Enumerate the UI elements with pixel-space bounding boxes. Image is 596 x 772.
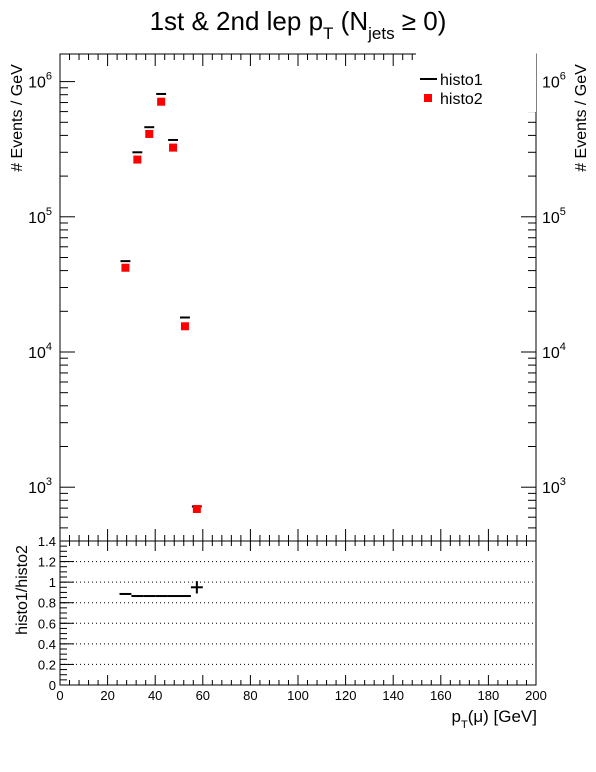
histo2-point (145, 129, 154, 138)
ratio-x-ticks: 0 20 40 60 80 100 120 140 160 180 200 (56, 541, 547, 703)
tick-base: 10 (542, 75, 560, 92)
ratio-x-tick-label: 160 (430, 688, 452, 703)
title-sub2: jets (367, 24, 394, 43)
tick-exponent: 5 (560, 206, 566, 218)
tick-base: 10 (28, 480, 46, 497)
tick-base: 10 (542, 480, 560, 497)
legend-histo2-marker (424, 94, 432, 102)
ratio-y-tick-label: 1.2 (38, 555, 56, 570)
ratio-y-tick-label: 1 (49, 575, 56, 590)
ratio-x-tick-label: 100 (287, 688, 309, 703)
tick-exponent: 5 (46, 206, 52, 218)
legend-histo1-label: histo1 (440, 72, 483, 89)
xlabel-pre: p (451, 707, 460, 726)
main-y-tick-label-right: 104 (542, 341, 566, 362)
series-histo2 (121, 97, 201, 513)
series-histo1 (120, 92, 202, 508)
main-ylabel-left: # Events / GeV (9, 64, 26, 172)
histo2-point (157, 97, 166, 106)
main-x-ticks (59, 54, 537, 541)
ratio-x-tick-label: 200 (525, 688, 547, 703)
xlabel-post: (μ) [GeV] (468, 707, 537, 726)
ratio-panel: 0 0.2 0.4 0.6 0.8 1 1.2 1.4 0 20 40 60 80 100 120 140 1… (14, 534, 547, 731)
ratio-x-tick-label: 180 (478, 688, 500, 703)
ratio-x-tick-label: 20 (100, 688, 114, 703)
chart-title: 1st & 2nd lep pT (Njets ≥ 0) (150, 6, 447, 43)
ratio-x-tick-label: 120 (335, 688, 357, 703)
main-y-tick-label-left: 105 (28, 206, 52, 227)
xlabel-sub: T (461, 719, 468, 731)
ratio-x-tick-label: 40 (148, 688, 162, 703)
tick-base: 10 (542, 210, 560, 227)
tick-exponent: 4 (46, 341, 52, 353)
main-y-tick-label-left: 103 (28, 476, 52, 497)
histo2-point (133, 155, 142, 164)
main-y-tick-label-right: 105 (542, 206, 566, 227)
main-y-tick-label-left: 106 (28, 71, 52, 92)
ratio-grid (60, 540, 536, 665)
legend-histo2-label: histo2 (440, 91, 483, 108)
ratio-ylabel: histo1/histo2 (14, 545, 31, 635)
tick-exponent: 4 (560, 341, 566, 353)
ratio-x-tick-label: 0 (56, 688, 63, 703)
main-frame (59, 53, 537, 542)
ratio-y-tick-label: 0.8 (38, 596, 56, 611)
ratio-y-tick-label: 1.4 (38, 534, 56, 549)
main-y-ticks (60, 81, 536, 542)
ratio-xlabel: pT(μ) [GeV] (451, 707, 537, 731)
ratio-y-tick-label: 0.4 (38, 637, 56, 652)
series-ratio (119, 581, 203, 598)
histo2-point (180, 322, 189, 331)
ratio-y-tick-label: 0 (49, 678, 56, 693)
main-y-tick-label-right: 106 (542, 71, 566, 92)
ratio-y-ticks: 0 0.2 0.4 0.6 0.8 1 1.2 1.4 (38, 534, 74, 693)
tick-exponent: 6 (560, 71, 566, 83)
histo2-point (192, 504, 201, 513)
ratio-frame (59, 540, 537, 686)
main-ylabel-right: # Events / GeV (573, 64, 590, 172)
title-tail: ≥ 0) (395, 6, 447, 36)
tick-base: 10 (28, 345, 46, 362)
histo2-point (169, 143, 178, 152)
tick-base: 10 (542, 345, 560, 362)
tick-exponent: 3 (560, 476, 566, 488)
ratio-x-tick-label: 140 (382, 688, 404, 703)
tick-base: 10 (28, 210, 46, 227)
main-y-tick-label-left: 104 (28, 341, 52, 362)
ratio-y-tick-label: 0.2 (38, 657, 56, 672)
ratio-x-tick-label: 60 (196, 688, 210, 703)
title-paren: (N (333, 6, 368, 36)
histo2-point (121, 263, 130, 272)
main-y-tick-label-right: 103 (542, 476, 566, 497)
title-main: 1st & 2nd lep p (150, 6, 323, 36)
tick-base: 10 (28, 75, 46, 92)
ratio-x-tick-label: 80 (243, 688, 257, 703)
title-sub: T (323, 24, 333, 43)
ratio-y-tick-label: 0.6 (38, 616, 56, 631)
tick-exponent: 3 (46, 476, 52, 488)
tick-exponent: 6 (46, 71, 52, 83)
